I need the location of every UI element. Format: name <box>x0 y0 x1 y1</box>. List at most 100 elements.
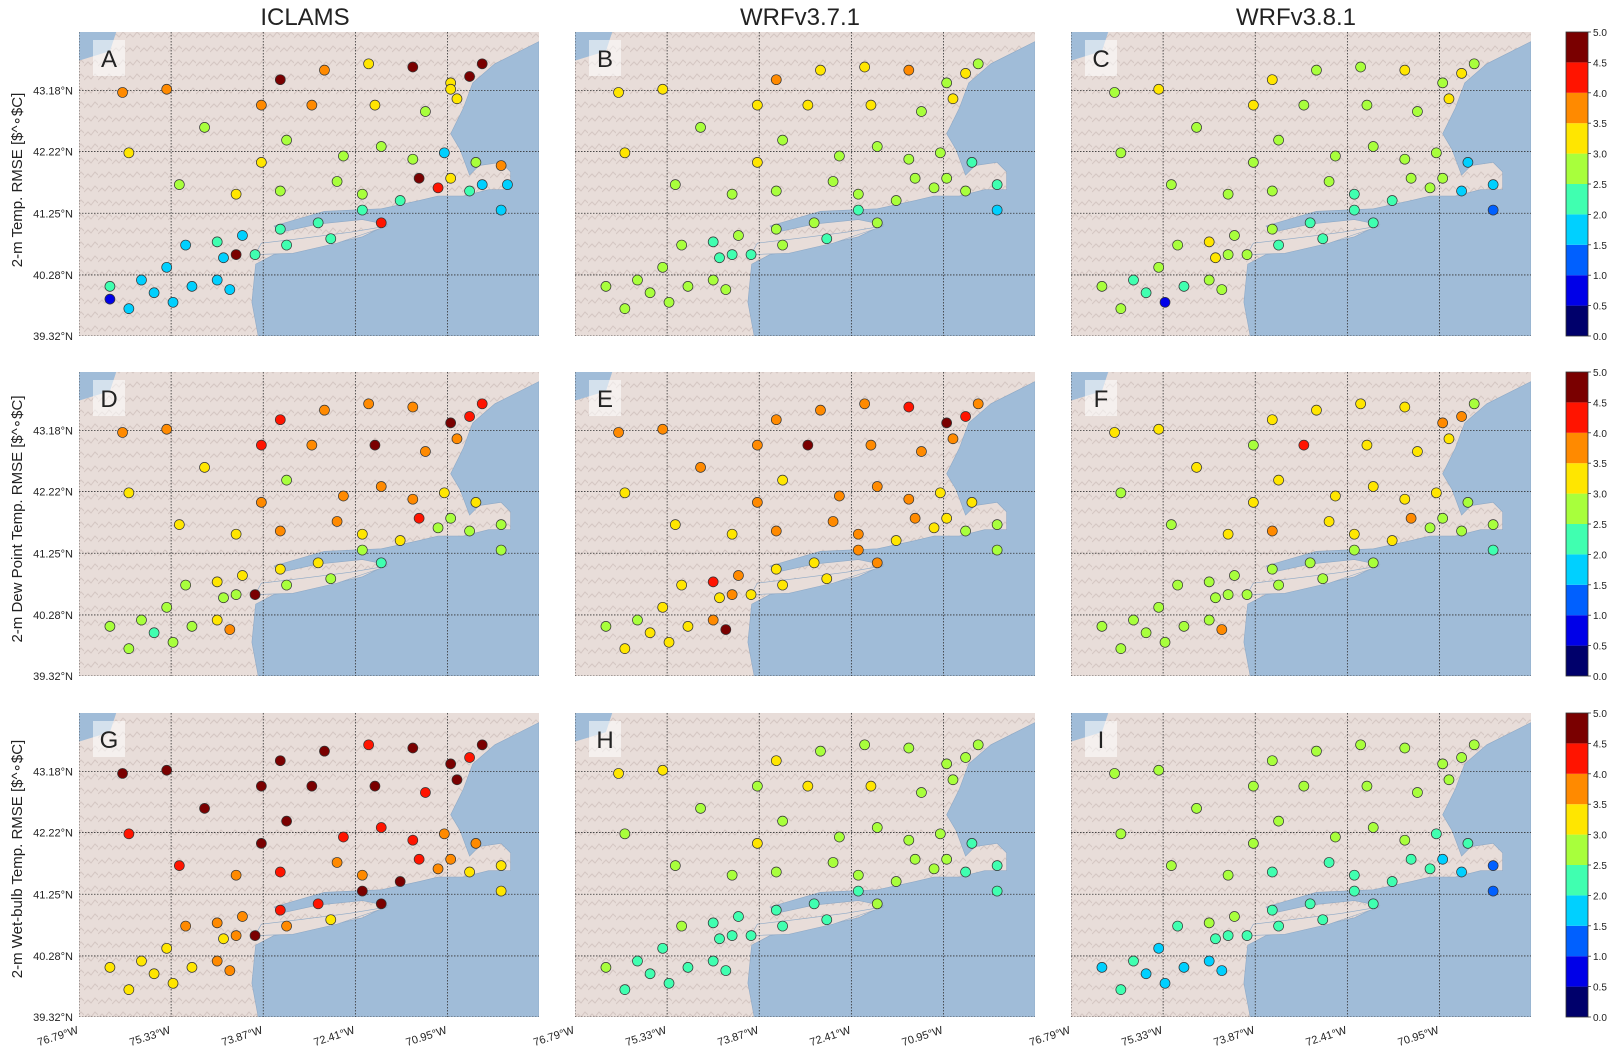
colorbar-tick-label: 3.5 <box>1593 119 1607 130</box>
station-marker <box>1424 522 1436 534</box>
lat-tick-label: 42.22°N <box>33 487 73 499</box>
station-marker <box>1266 866 1278 878</box>
station-marker <box>726 249 738 260</box>
station-marker <box>600 621 612 632</box>
station-marker <box>173 860 185 871</box>
ocean-area <box>1243 722 1531 1017</box>
station-marker <box>211 955 223 967</box>
station-marker <box>903 64 915 76</box>
station-marker <box>1191 122 1202 133</box>
station-marker <box>1109 427 1120 438</box>
colorbar-tick-label: 3.0 <box>1593 490 1607 501</box>
station-marker <box>338 831 349 843</box>
station-marker <box>1386 535 1398 546</box>
station-marker <box>903 153 915 165</box>
station-marker <box>852 885 864 897</box>
station-marker <box>1222 249 1234 260</box>
station-marker <box>1115 984 1127 996</box>
colorbar-tick-label: 0.5 <box>1593 302 1607 313</box>
colorbar-segment <box>1566 834 1588 865</box>
station-marker <box>470 157 482 168</box>
station-marker <box>1367 217 1379 229</box>
station-marker <box>770 563 782 575</box>
map-panel-c: C <box>1071 32 1531 336</box>
station-marker <box>1355 739 1366 751</box>
station-marker <box>331 516 343 527</box>
ocean-area <box>251 722 539 1017</box>
station-marker <box>1430 828 1442 840</box>
station-marker <box>903 742 915 754</box>
lat-tick-label: 42.22°N <box>33 147 73 159</box>
station-marker <box>960 525 971 537</box>
station-marker <box>1348 204 1360 216</box>
station-marker <box>1487 204 1499 216</box>
station-marker <box>1311 404 1322 416</box>
station-marker <box>941 512 953 524</box>
station-marker <box>319 404 330 416</box>
station-marker <box>720 624 732 635</box>
station-marker <box>1304 217 1316 229</box>
station-marker <box>1437 172 1449 184</box>
station-marker <box>1248 780 1259 792</box>
station-marker <box>104 281 116 292</box>
ocean-area <box>747 722 1035 1017</box>
station-marker <box>230 249 242 260</box>
station-marker <box>1367 898 1379 910</box>
station-marker <box>1323 176 1335 187</box>
station-marker <box>752 497 763 508</box>
station-marker <box>1109 87 1120 98</box>
station-marker <box>281 920 292 932</box>
colorbars: 0.0 0.5 1.0 1.5 2.0 2.5 3.0 3.5 4.0 4.5 5.0 0.0 0.5 1… <box>1565 28 1607 1024</box>
station-marker <box>1203 236 1215 248</box>
station-marker <box>274 223 286 235</box>
station-marker <box>745 589 757 600</box>
colorbar-segment <box>1566 184 1588 215</box>
station-marker <box>1361 780 1373 792</box>
colorbar-segment <box>1566 584 1588 616</box>
station-marker <box>941 758 953 770</box>
station-marker <box>1241 589 1253 600</box>
station-marker <box>218 933 229 945</box>
station-marker <box>363 58 374 70</box>
station-marker <box>815 404 826 416</box>
station-marker <box>1367 557 1379 569</box>
colorbar-tick-label: 4.0 <box>1593 429 1607 440</box>
station-marker <box>834 831 845 843</box>
station-marker <box>934 487 946 499</box>
station-marker <box>230 589 242 600</box>
map-panel-i: I 76.79°W 75.33°W 73.87°W 72.41°W 70.95°W <box>1028 713 1531 1049</box>
station-marker <box>1165 519 1177 530</box>
station-marker <box>802 439 814 451</box>
station-marker <box>657 764 669 776</box>
station-marker <box>451 93 463 105</box>
station-marker <box>1153 601 1165 613</box>
station-marker <box>274 74 286 86</box>
colorbar-tick-label: 4.0 <box>1593 89 1607 100</box>
station-marker <box>211 274 223 286</box>
colorbar-segment <box>1566 804 1588 835</box>
colorbar: 0.0 0.5 1.0 1.5 2.0 2.5 3.0 3.5 4.0 4.5 5.0 <box>1565 28 1607 343</box>
station-marker <box>1248 497 1259 508</box>
lat-tick-label: 42.22°N <box>33 828 73 840</box>
station-marker <box>167 636 179 648</box>
panel-letter-box <box>93 380 125 416</box>
station-marker <box>451 774 463 786</box>
lon-tick-label: 76.79°W <box>1028 1024 1073 1049</box>
station-marker <box>356 869 368 881</box>
station-marker <box>407 493 419 505</box>
panel-letter: F <box>1094 386 1109 413</box>
panel-letter: B <box>597 46 613 73</box>
station-marker <box>123 487 135 499</box>
station-marker <box>676 920 687 932</box>
station-marker <box>476 179 488 190</box>
station-marker <box>644 968 656 980</box>
station-marker <box>1399 493 1411 505</box>
station-marker <box>375 557 387 569</box>
station-marker <box>960 185 971 197</box>
station-marker <box>657 423 669 435</box>
station-marker <box>117 87 128 98</box>
station-marker <box>470 838 482 849</box>
station-marker <box>619 984 631 996</box>
station-marker <box>1165 860 1177 871</box>
station-marker <box>495 204 507 216</box>
